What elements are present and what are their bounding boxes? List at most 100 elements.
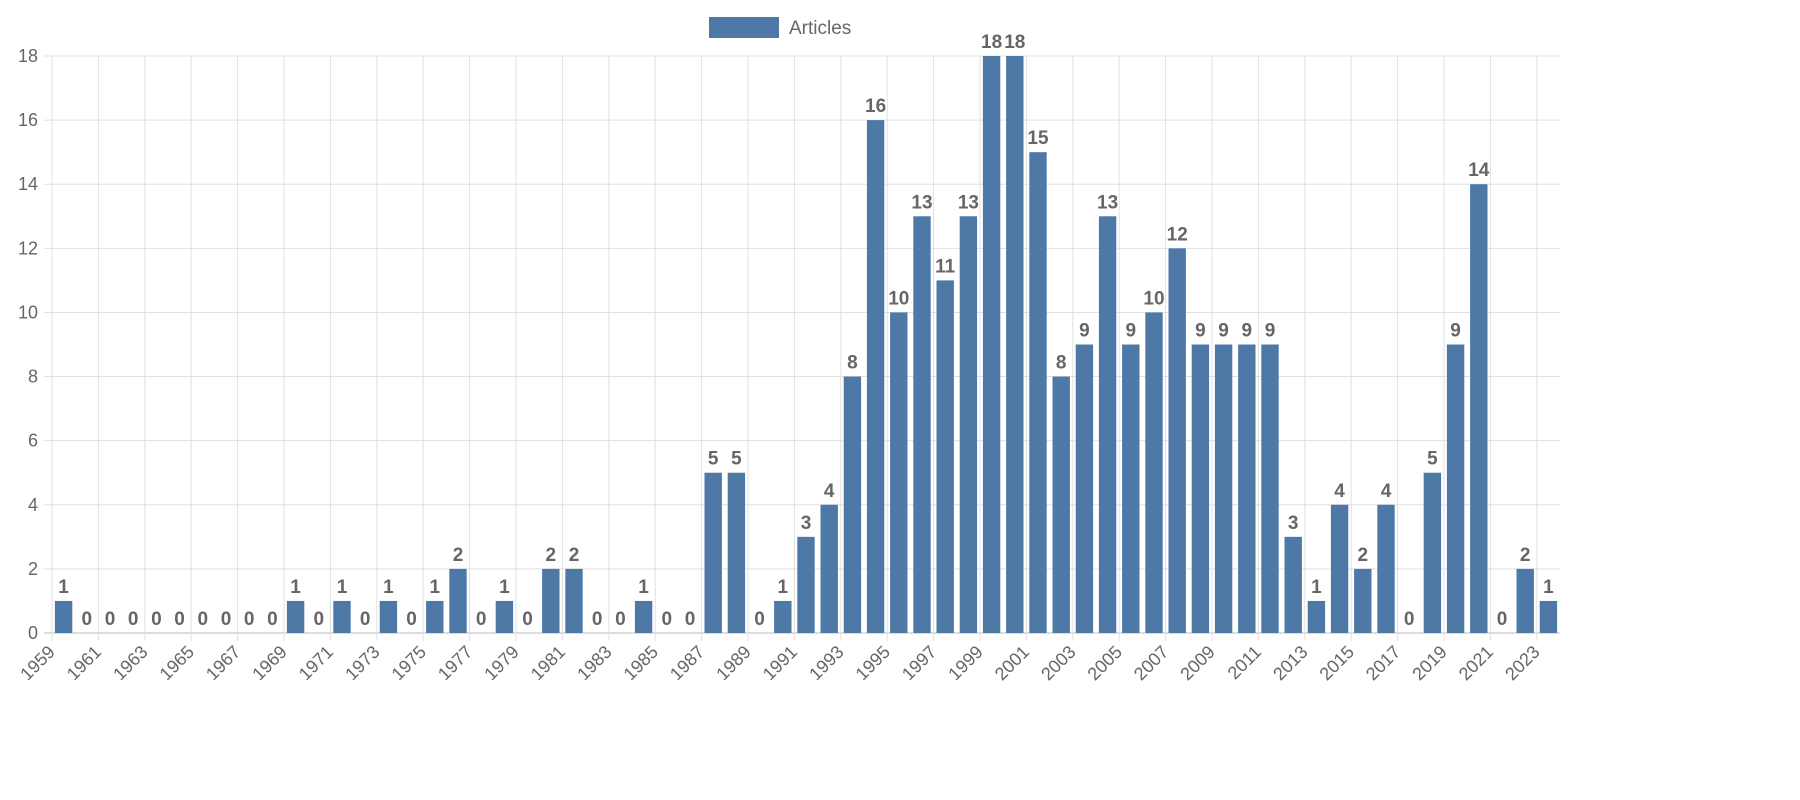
x-tick-label: 1977 [434, 642, 476, 684]
y-axis: 0 2 4 6 8 10 12 14 16 18 [18, 46, 38, 643]
x-tick-label: 2013 [1269, 642, 1311, 684]
y-tick-label: 18 [18, 46, 38, 66]
x-tick-label: 1973 [341, 642, 383, 684]
bar-2015 [1354, 568, 1372, 633]
data-label-1966: 0 [221, 609, 232, 630]
data-label-2017: 0 [1404, 609, 1415, 630]
data-label-2008: 9 [1195, 321, 1206, 342]
bar-2010 [1238, 344, 1256, 633]
legend[interactable]: Articles [709, 17, 851, 39]
data-label-1981: 2 [569, 545, 580, 566]
x-tick-label: 2023 [1501, 642, 1543, 684]
data-label-2014: 4 [1334, 481, 1345, 502]
bar-2000 [1006, 56, 1024, 633]
x-tick-label: 1997 [898, 642, 940, 684]
data-label-1976: 2 [453, 545, 464, 566]
data-label-1989: 0 [754, 609, 765, 630]
y-tick-label: 12 [18, 238, 38, 258]
bar-1997 [936, 280, 954, 633]
bar-2022 [1516, 568, 1534, 633]
data-label-1961: 0 [105, 609, 116, 630]
data-label-1967: 0 [244, 609, 255, 630]
data-label-1959: 1 [58, 577, 69, 598]
data-label-2021: 0 [1497, 609, 1508, 630]
x-axis: 1959 1961 1963 1965 1967 1969 1971 1973 1975 1977… [16, 642, 1543, 684]
bar-1973 [379, 600, 398, 633]
x-tick-label: 1963 [109, 642, 151, 684]
x-tick-label: 1981 [527, 642, 569, 684]
bar-1999 [982, 56, 1001, 633]
data-label-1975: 1 [430, 577, 441, 598]
bar-2012 [1284, 536, 1302, 633]
data-label-1994: 16 [865, 96, 886, 117]
data-label-1985: 0 [662, 609, 673, 630]
bar-1971 [333, 600, 351, 633]
data-label-1993: 8 [847, 353, 858, 374]
x-tick-label: 2015 [1316, 642, 1358, 684]
y-tick-label: 0 [28, 623, 38, 643]
data-label-1986: 0 [685, 609, 696, 630]
bar-2018 [1423, 472, 1442, 633]
x-tick-label: 1983 [573, 642, 615, 684]
bar-1959 [54, 600, 73, 633]
x-tick-label: 1985 [620, 642, 662, 684]
data-label-2016: 4 [1381, 481, 1392, 502]
bar-2007 [1168, 248, 1186, 634]
x-tick-label: 1975 [388, 642, 430, 684]
data-label-1971: 1 [337, 577, 348, 598]
data-label-2022: 2 [1520, 545, 1531, 566]
bar-1980 [542, 568, 560, 633]
x-tick-label: 1991 [759, 642, 801, 684]
y-tick-label: 4 [28, 495, 38, 515]
data-label-1977: 0 [476, 609, 487, 630]
data-label-2019: 9 [1450, 321, 1461, 342]
x-tick-label: 1989 [712, 642, 754, 684]
data-label-1972: 0 [360, 609, 371, 630]
x-tick-label: 1987 [666, 642, 708, 684]
bar-1978 [495, 600, 514, 633]
x-tick-label: 1965 [156, 642, 198, 684]
data-label-1988: 5 [731, 449, 742, 470]
data-label-2011: 9 [1265, 321, 1276, 342]
bar-2011 [1261, 344, 1279, 633]
x-tick-label: 1993 [805, 642, 847, 684]
data-label-1995: 10 [888, 288, 909, 309]
data-label-1999: 18 [981, 32, 1002, 53]
bar-1998 [959, 216, 978, 633]
data-label-2010: 9 [1242, 321, 1253, 342]
data-label-2006: 10 [1143, 288, 1164, 309]
bar-2004 [1098, 216, 1117, 633]
grid [44, 55, 1560, 641]
x-tick-label: 2001 [991, 642, 1033, 684]
bar-2013 [1307, 600, 1326, 633]
data-label-1965: 0 [198, 609, 209, 630]
x-tick-label: 2019 [1408, 642, 1450, 684]
bar-2023 [1539, 600, 1558, 633]
bar-2008 [1191, 344, 1210, 633]
data-label-1991: 3 [801, 513, 812, 534]
data-label-1964: 0 [174, 609, 185, 630]
data-label-1970: 0 [314, 609, 325, 630]
data-label-2009: 9 [1218, 321, 1229, 342]
bar-1995 [890, 312, 908, 633]
bar-2009 [1214, 344, 1233, 633]
data-label-2007: 12 [1167, 224, 1188, 245]
legend-label: Articles [789, 18, 851, 39]
bar-2020 [1470, 184, 1488, 633]
data-label-1978: 1 [499, 577, 510, 598]
bar-1993 [843, 376, 862, 633]
bar-1984 [634, 600, 653, 633]
data-label-1979: 0 [522, 609, 533, 630]
data-label-2018: 5 [1427, 449, 1438, 470]
bar-2001 [1029, 152, 1047, 633]
x-tick-label: 1969 [248, 642, 290, 684]
y-tick-label: 2 [28, 559, 38, 579]
y-tick-label: 14 [18, 174, 38, 194]
bar-1991 [797, 536, 815, 633]
data-label-1980: 2 [546, 545, 557, 566]
y-tick-label: 6 [28, 431, 38, 451]
data-label-1974: 0 [406, 609, 417, 630]
bar-1996 [913, 216, 931, 633]
x-tick-label: 2007 [1130, 642, 1172, 684]
